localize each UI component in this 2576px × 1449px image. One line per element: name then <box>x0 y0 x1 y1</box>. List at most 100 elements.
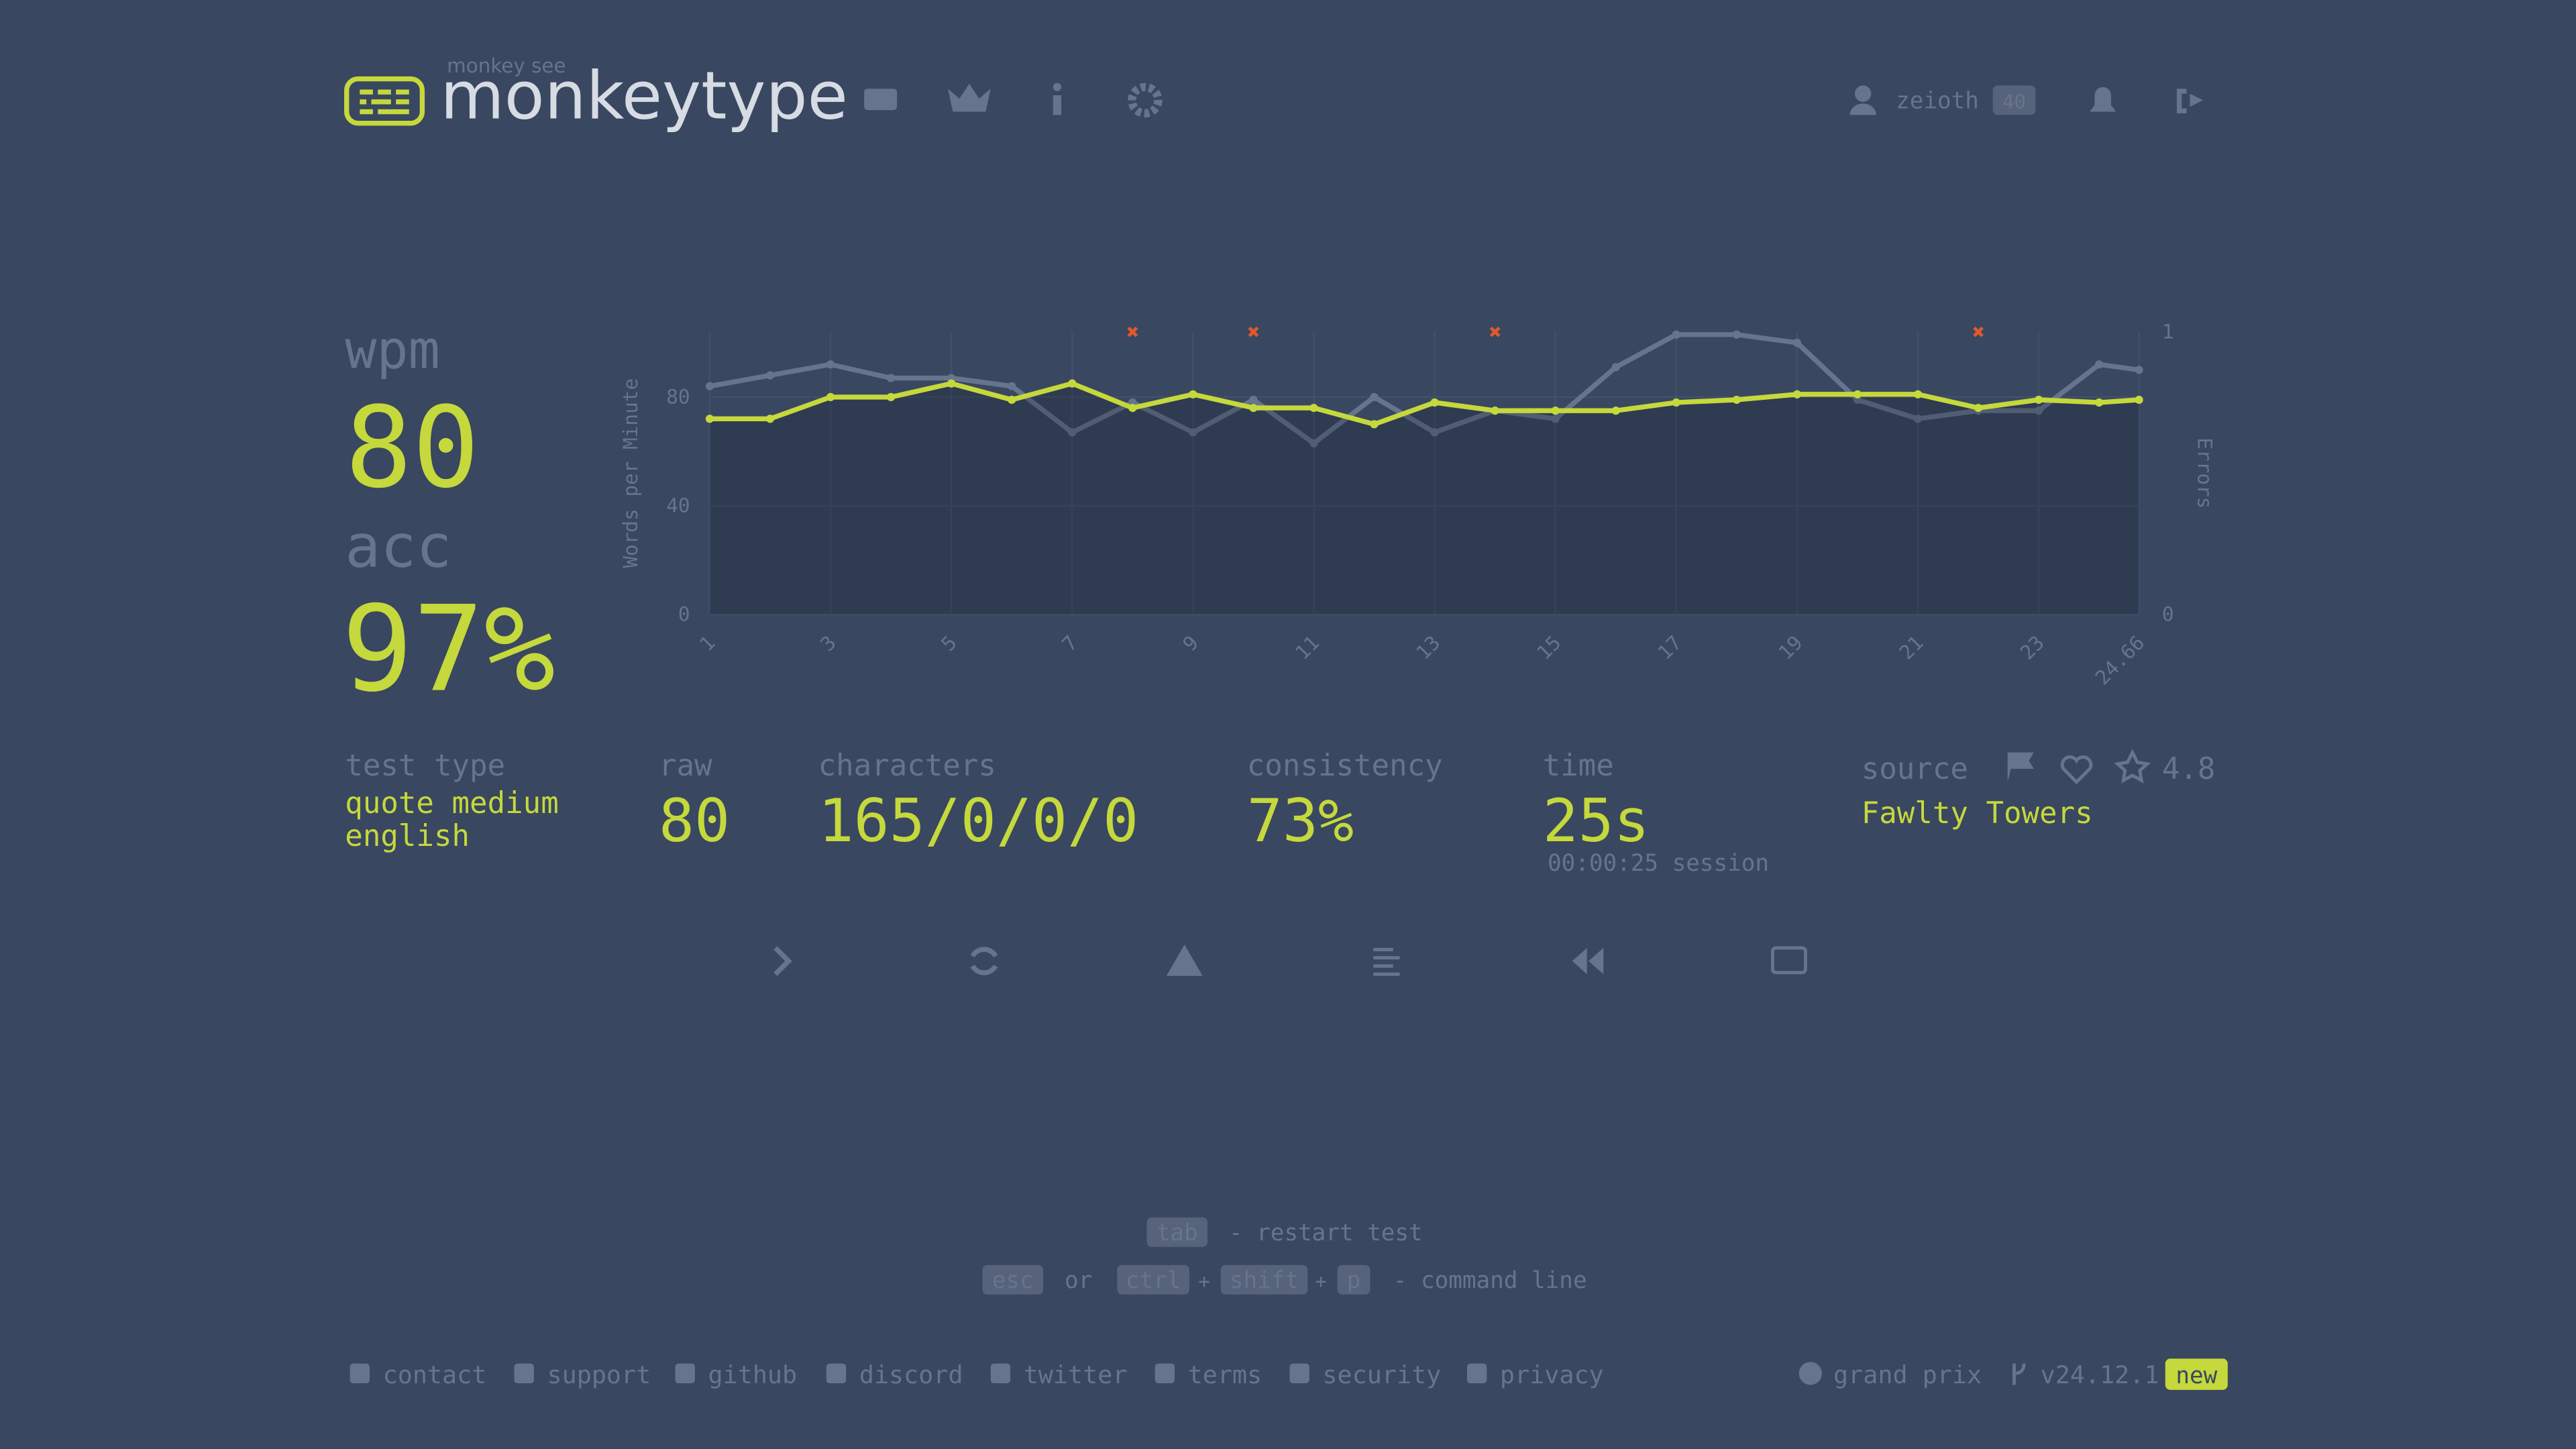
point <box>1370 392 1379 402</box>
hint-text: or <box>1065 1267 1092 1294</box>
user-name[interactable]: zeioth <box>1896 88 1979 115</box>
point <box>1611 407 1620 415</box>
screenshot-button[interactable] <box>1771 946 1807 975</box>
point <box>1008 395 1016 405</box>
version-link[interactable]: v24.12.1 <box>2041 1360 2159 1389</box>
next-test-button[interactable] <box>773 946 792 976</box>
point <box>1068 428 1077 437</box>
point <box>1732 330 1741 339</box>
key-label: shift <box>1230 1267 1299 1294</box>
y-tick-label: 0 <box>678 603 690 626</box>
point <box>765 371 775 380</box>
footer-link[interactable]: privacy <box>1500 1360 1604 1389</box>
key <box>1337 1265 1371 1295</box>
footer-icon <box>1466 1363 1487 1384</box>
raw-value: 80 <box>659 786 730 855</box>
point <box>1189 390 1197 398</box>
y-axis-title: Words per Minute <box>619 378 642 568</box>
replay-button[interactable] <box>1572 948 1604 975</box>
key-label: ctrl <box>1126 1267 1181 1294</box>
characters-value: 165/0/0/0 <box>818 786 1139 855</box>
test-type-label: test type <box>345 749 505 783</box>
logout-icon[interactable] <box>2176 89 2204 113</box>
footer-links: contact support github discord twitter terms s… <box>350 1360 1604 1389</box>
key-label: tab <box>1157 1220 1198 1246</box>
point <box>705 382 714 390</box>
theme-link[interactable]: grand prix <box>1833 1360 1982 1389</box>
point <box>1974 403 1983 413</box>
point <box>1309 403 1318 413</box>
keyboard-icon[interactable] <box>864 89 898 111</box>
point <box>1309 439 1318 447</box>
missed-words-button[interactable] <box>1166 945 1203 976</box>
wpm-label: wpm <box>345 320 440 381</box>
test-language: english <box>345 819 470 853</box>
point <box>2034 407 2043 415</box>
point <box>1611 363 1620 372</box>
y2-tick-label: 0 <box>2162 603 2174 626</box>
rating: 4.8 <box>2162 752 2216 786</box>
area <box>709 383 2139 614</box>
words-history-button[interactable] <box>1373 948 1400 976</box>
point <box>1008 382 1016 390</box>
error-mark <box>1248 326 1259 337</box>
info-dot <box>1053 83 1062 91</box>
version-icon <box>2012 1363 2026 1385</box>
point <box>765 415 775 423</box>
favorite-icon[interactable] <box>2060 755 2093 785</box>
footer-icon <box>826 1363 847 1384</box>
new-label: new <box>2176 1362 2217 1389</box>
key <box>982 1265 1044 1295</box>
y-tick-label: 80 <box>666 386 690 409</box>
footer-link[interactable]: terms <box>1188 1360 1263 1389</box>
acc-label: acc <box>345 512 451 581</box>
footer-icon <box>350 1363 370 1384</box>
point <box>2135 395 2143 405</box>
footer-link[interactable]: support <box>547 1360 651 1389</box>
info-icon[interactable] <box>1053 95 1062 115</box>
footer-link[interactable]: contact <box>383 1360 487 1389</box>
footer-link[interactable]: twitter <box>1024 1360 1128 1389</box>
error-mark <box>1489 326 1501 337</box>
new-badge <box>2165 1358 2228 1390</box>
logo[interactable]: monkeytype <box>440 58 848 134</box>
logo-icon[interactable] <box>344 76 425 126</box>
point <box>826 392 835 402</box>
report-icon[interactable] <box>2007 752 2034 782</box>
point <box>1430 428 1439 437</box>
restart-button[interactable] <box>970 947 998 975</box>
point <box>1792 390 1802 398</box>
level-badge <box>1992 85 2036 115</box>
logo-keys <box>360 89 409 115</box>
error-mark <box>1973 326 1984 337</box>
key <box>1220 1265 1308 1295</box>
y2-axis-title: Errors <box>2194 437 2216 508</box>
user-icon[interactable] <box>1854 85 1872 102</box>
footer-link[interactable]: github <box>708 1360 798 1389</box>
point <box>1672 398 1680 407</box>
hint-text: + <box>1315 1270 1327 1293</box>
point <box>1189 428 1197 437</box>
tagline: monkey see <box>447 54 566 77</box>
time-value: 25s <box>1543 786 1650 855</box>
theme-icon[interactable] <box>1799 1362 1822 1385</box>
bell-icon[interactable] <box>2090 87 2116 112</box>
rate-icon[interactable] <box>2114 749 2151 784</box>
y-tick-label: 40 <box>666 494 690 517</box>
raw-label: raw <box>659 749 712 783</box>
key <box>1146 1217 1208 1247</box>
characters-label: characters <box>818 749 996 783</box>
session-time: 00:00:25 session <box>1548 850 1769 877</box>
point <box>1491 407 1499 415</box>
footer-link[interactable]: discord <box>859 1360 963 1389</box>
footer-link[interactable]: security <box>1322 1360 1441 1389</box>
point <box>1249 395 1258 405</box>
point <box>705 415 714 423</box>
crown-icon[interactable] <box>948 83 991 112</box>
settings-icon[interactable] <box>1128 83 1163 118</box>
point <box>1551 407 1560 415</box>
key-label: p <box>1347 1267 1361 1294</box>
